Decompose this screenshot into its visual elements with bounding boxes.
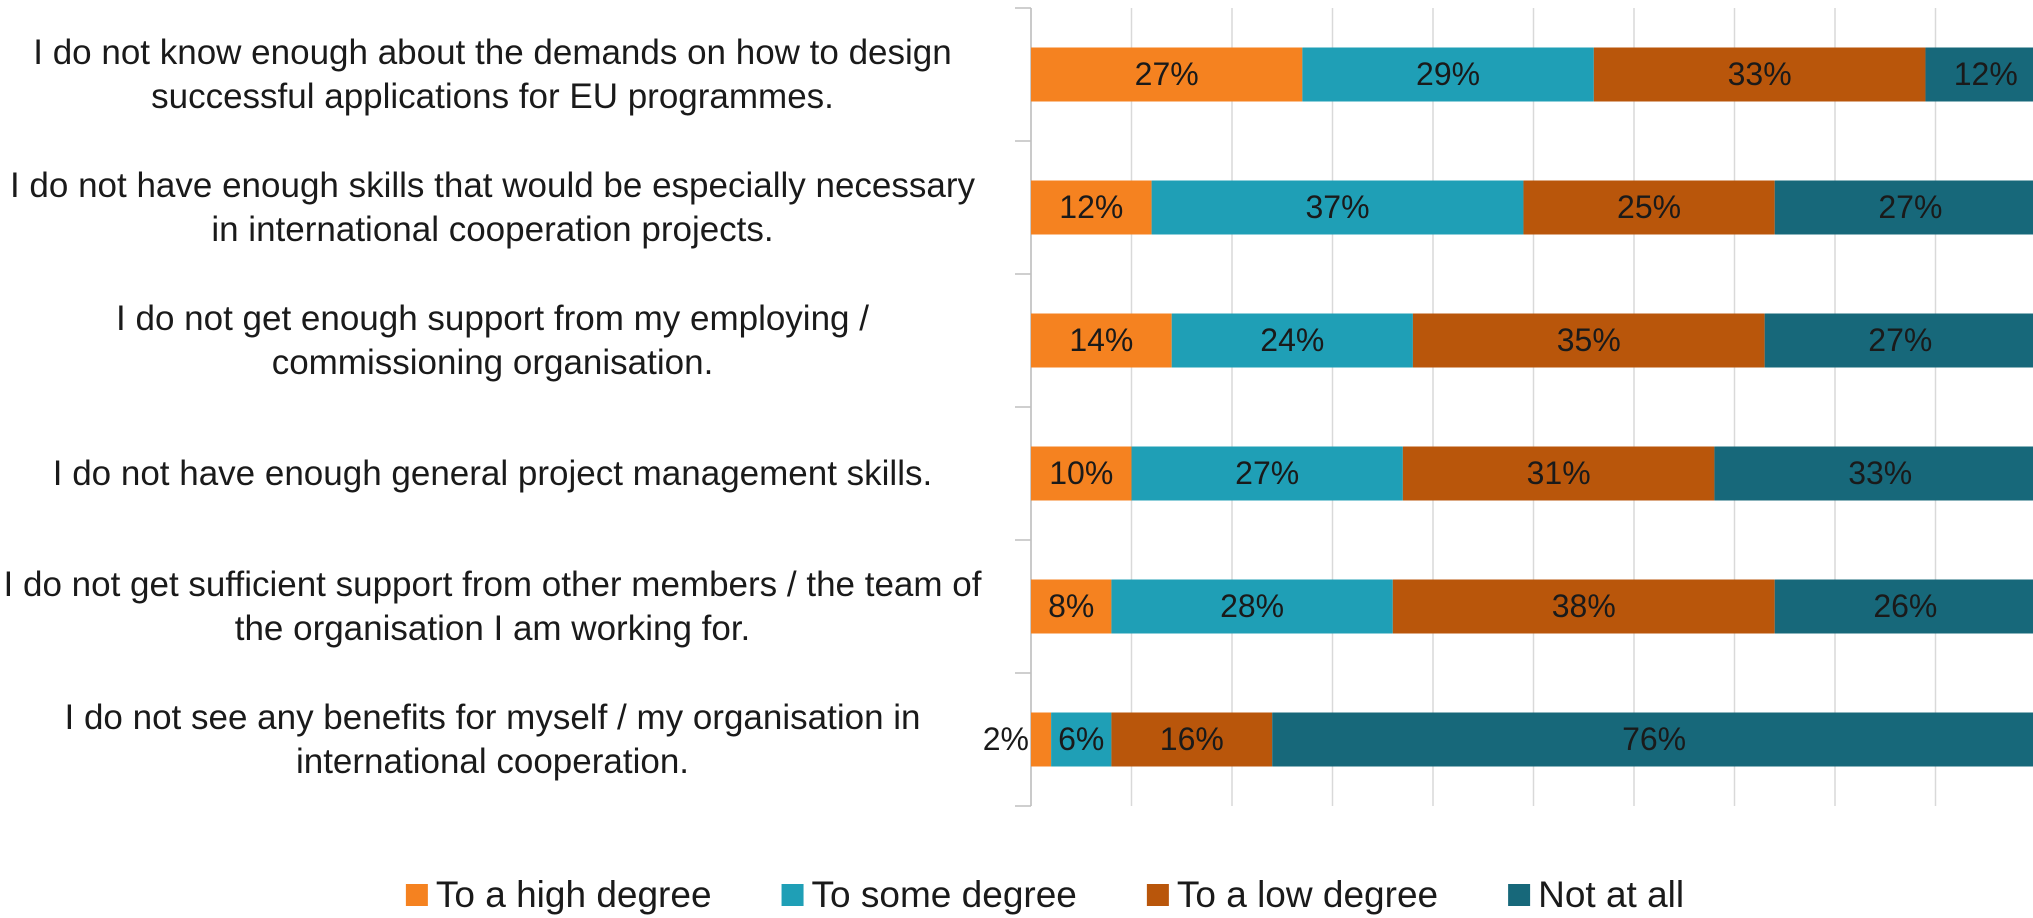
data-label: 14% — [1069, 322, 1133, 358]
data-label: 28% — [1220, 588, 1284, 624]
data-label: 26% — [1873, 588, 1937, 624]
bar-segment — [1774, 579, 2033, 634]
category-label: I do not see any benefits for myself / m… — [64, 697, 921, 781]
data-label: 24% — [1260, 322, 1324, 358]
bar-segment — [1151, 180, 1524, 235]
data-label: 37% — [1306, 189, 1370, 225]
legend-label: To a low degree — [1177, 874, 1438, 915]
data-label: 27% — [1135, 56, 1199, 92]
bar-segment — [1111, 712, 1273, 767]
bar-segment — [1031, 180, 1152, 235]
bar-segment — [1031, 313, 1172, 368]
data-label: 27% — [1878, 189, 1942, 225]
bar-segment — [1714, 446, 2033, 501]
bar-segment — [1302, 47, 1594, 102]
legend-swatch — [405, 884, 428, 906]
data-label: 12% — [1059, 189, 1123, 225]
category-label: I do not know enough about the demands o… — [33, 32, 952, 116]
data-label: 29% — [1416, 56, 1480, 92]
bar-segment — [1764, 313, 2033, 368]
data-label: 25% — [1617, 189, 1681, 225]
legend-label: To a high degree — [436, 874, 712, 915]
legend-swatch — [1146, 884, 1169, 906]
bar-segment — [1402, 446, 1715, 501]
data-label: 16% — [1160, 721, 1224, 757]
data-label: 12% — [1954, 56, 2018, 92]
data-label: 38% — [1552, 588, 1616, 624]
bar-segment — [1392, 579, 1775, 634]
data-label: 10% — [1049, 455, 1113, 491]
data-label: 27% — [1235, 455, 1299, 491]
bar-segment — [1523, 180, 1775, 235]
legend-label: Not at all — [1538, 874, 1684, 915]
data-label: 2% — [983, 721, 1029, 757]
bar-segment — [1031, 47, 1303, 102]
category-label: I do not have enough skills that would b… — [9, 165, 976, 249]
category-label: I do not have enough general project man… — [52, 453, 933, 493]
category-label: I do not get enough support from my empl… — [116, 298, 869, 382]
bar-segment — [1031, 446, 1132, 501]
bar-segment — [1925, 47, 2033, 102]
data-label: 31% — [1527, 455, 1591, 491]
data-label: 35% — [1557, 322, 1621, 358]
data-label: 33% — [1848, 455, 1912, 491]
bar-segment — [1051, 712, 1112, 767]
data-label: 8% — [1048, 588, 1094, 624]
bar-segment — [1593, 47, 1926, 102]
data-label: 6% — [1058, 721, 1104, 757]
bar-segment — [1031, 712, 1052, 767]
bar-segment — [1272, 712, 2033, 767]
legend-label: To some degree — [812, 874, 1077, 915]
bar-segment — [1412, 313, 1765, 368]
bar-segment — [1111, 579, 1393, 634]
legend-swatch — [1508, 884, 1531, 906]
bar-segment — [1031, 579, 1112, 634]
bar-segment — [1131, 446, 1403, 501]
category-label: I do not get sufficient support from oth… — [3, 564, 982, 648]
bar-segment — [1774, 180, 2033, 235]
data-label: 76% — [1622, 721, 1686, 757]
data-label: 27% — [1868, 322, 1932, 358]
data-label: 33% — [1728, 56, 1792, 92]
legend-swatch — [781, 884, 804, 906]
bar-segment — [1171, 313, 1413, 368]
